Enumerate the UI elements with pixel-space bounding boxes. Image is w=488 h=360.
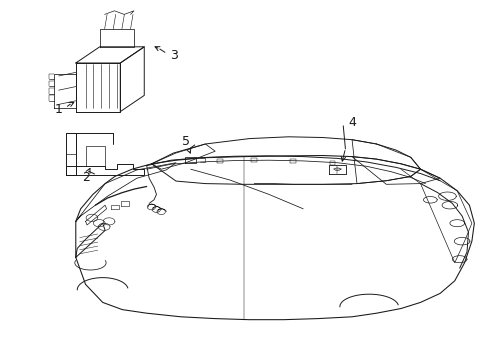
Text: 1: 1 (55, 103, 62, 116)
Text: 5: 5 (182, 135, 189, 148)
Text: 3: 3 (169, 49, 177, 62)
Text: 4: 4 (347, 116, 355, 129)
Text: 2: 2 (81, 171, 89, 184)
